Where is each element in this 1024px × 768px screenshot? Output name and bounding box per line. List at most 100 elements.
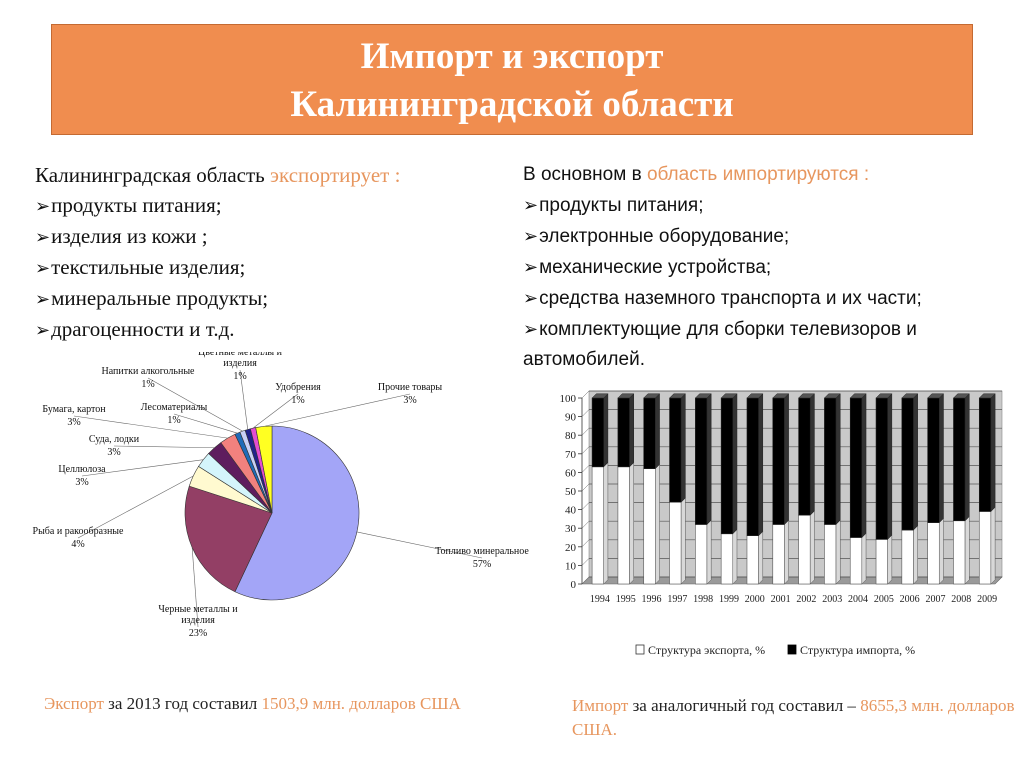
bar-top [823, 393, 841, 399]
pie-leader-line [356, 531, 483, 559]
arrow-bullet-icon: ➢ [35, 289, 51, 309]
export-item-text: текстильные изделия; [51, 255, 246, 279]
bar-export [617, 466, 630, 585]
arrow-bullet-icon: ➢ [523, 288, 539, 308]
export-item-text: продукты питания; [51, 193, 222, 217]
x-tick-label: 2007 [925, 594, 945, 605]
bar-import-side [861, 393, 867, 539]
bar-import [643, 397, 656, 469]
import-list: В основном в область импортируются : ➢пр… [523, 160, 1018, 375]
bar-export-side [655, 463, 660, 585]
pie-leader-line [252, 393, 299, 429]
y-tick-label: 50 [565, 486, 577, 498]
bar-import [695, 397, 708, 525]
bar-export-side [732, 528, 738, 585]
export-item: ➢изделия из кожи ; [35, 221, 505, 252]
pie-svg: Топливо минеральное 57% Черные металлы и из… [33, 347, 530, 639]
bar-top [720, 393, 738, 399]
pie-label: Топливо минеральное 57% [435, 546, 529, 570]
bar-top [849, 393, 867, 399]
pie-leader-line [73, 415, 228, 439]
import-item: ➢продукты питания; [523, 190, 1018, 221]
bar-import-side [706, 393, 712, 526]
bar-export [901, 529, 914, 585]
x-tick-label: 1995 [616, 594, 636, 605]
export-summary: Экспорт за 2013 год составил 1503,9 млн.… [44, 694, 461, 714]
bar-import-side [913, 393, 918, 531]
import-item-text: комплектующие для сборки телевизоров и [539, 319, 917, 340]
bar-import [953, 397, 966, 522]
x-tick-label: 2009 [977, 594, 997, 605]
pie-leader-line [77, 475, 194, 539]
bar-import [875, 397, 888, 540]
bar-export [643, 468, 656, 585]
bar-import-side [784, 393, 789, 526]
bar-top [978, 393, 996, 399]
bar-export [849, 537, 863, 585]
bar-import [720, 397, 734, 535]
x-tick-label: 2005 [874, 594, 894, 605]
x-tick-label: 2003 [822, 594, 842, 605]
bar-import [901, 397, 914, 531]
x-tick-label: 2008 [951, 594, 971, 605]
pie-label: Черные металлы и изделия 23% [158, 604, 238, 639]
pie-label: Удобрения 1% [275, 382, 321, 406]
bar-top [617, 393, 635, 399]
title-line-2: Калининградской области [290, 84, 734, 125]
bar-top [901, 393, 919, 399]
bar-import-side [732, 393, 738, 535]
bar-top [875, 393, 893, 399]
bar-export [798, 514, 811, 585]
bar-export-side [809, 510, 815, 585]
import-item-text: средства наземного транспорта и их части… [539, 288, 922, 309]
gridline-diag [581, 539, 590, 547]
bar-import-side [990, 393, 996, 513]
y-tick-label: 60 [565, 467, 577, 479]
y-tick-label: 40 [565, 505, 577, 517]
bar-export-side [887, 534, 893, 585]
import-summary: Импорт за аналогичный год составил – 865… [572, 694, 1022, 742]
pie-label: Бумага, картон 3% [42, 404, 106, 428]
export-intro-text: Калининградская область [35, 163, 271, 187]
pie-label: Цветные металлы и изделия 1% [198, 352, 283, 382]
structure-bar-chart: 0 10 20 30 40 50 60 70 80 90 100 1994 1995 1996 1997 19… [548, 384, 1014, 670]
bar-export [695, 524, 708, 585]
pie-label: Рыба и ракообразные 4% [33, 526, 124, 550]
bar-export-side [835, 519, 841, 585]
pie-slice [234, 425, 360, 601]
bar-top [746, 393, 764, 399]
arrow-bullet-icon: ➢ [35, 227, 51, 247]
import-intro-text: В основном в [523, 164, 647, 185]
pie-label: Прочие товары 3% [378, 382, 443, 406]
import-item-text: механические устройства; [539, 257, 772, 278]
gridline-diag [581, 521, 590, 529]
bar-export-side [784, 519, 789, 585]
y-tick-label: 90 [565, 412, 577, 424]
bar-import-side [655, 393, 660, 470]
import-item-continuation: автомобилей. [523, 349, 645, 370]
pie-slice [184, 485, 273, 593]
gridline-diag [581, 390, 590, 399]
bar-export-side [964, 515, 970, 585]
import-intro-accent: область импортируются : [646, 164, 870, 185]
bar-export [720, 533, 734, 585]
arrow-bullet-icon: ➢ [523, 319, 539, 339]
bar-import [617, 397, 630, 468]
y-tick-label: 30 [565, 523, 577, 535]
export-summary-value: 1503,9 млн. долларов США [261, 694, 461, 713]
bar-export-side [706, 519, 712, 585]
x-tick-label: 2002 [796, 594, 816, 605]
bar-export [669, 501, 682, 585]
pie-label: Целлюлоза 3% [58, 464, 106, 488]
bar-export-side [603, 462, 609, 585]
y-tick-label: 10 [565, 560, 577, 572]
pie-leader-line [113, 445, 215, 449]
y-tick-label: 0 [571, 579, 577, 591]
import-item: ➢механические устройства; [523, 252, 1018, 283]
export-summary-text: за 2013 год составил [108, 694, 262, 713]
bar-import [849, 397, 863, 538]
bar-export [927, 522, 940, 585]
gridline-diag [581, 465, 590, 473]
bar-top [643, 393, 661, 399]
bar-import [669, 397, 682, 503]
